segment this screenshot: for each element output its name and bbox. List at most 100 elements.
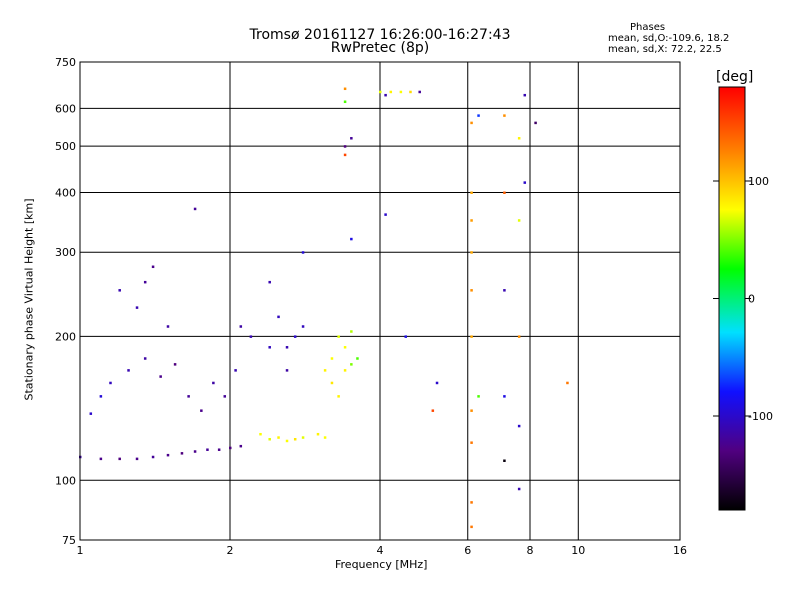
x-tick-label: 4 [377,544,384,557]
data-point [239,325,243,328]
data-point [517,487,521,491]
data-point [418,90,421,94]
colorbar-ticks: 100 0 -100 [713,175,773,423]
data-point [135,457,139,461]
data-point [356,357,359,360]
data-point [470,289,473,292]
chart-title: Tromsø 20161127 16:26:00-16:27:43 [249,27,511,43]
data-point [127,369,130,372]
data-point [409,90,412,94]
data-point [223,395,227,398]
data-point [316,432,320,436]
data-point [470,409,473,412]
data-point [477,395,480,398]
data-point [285,369,289,372]
data-point [239,444,243,448]
y-tick-label: 200 [55,330,76,343]
data-point [503,191,506,194]
data-points [79,87,569,529]
data-point [470,501,473,504]
data-point [470,219,473,222]
data-point [404,335,407,338]
data-point [470,121,473,125]
data-point [350,137,353,140]
data-point [159,375,162,378]
data-point [343,153,347,157]
data-point [517,335,521,338]
data-point [268,437,271,441]
colorbar-tick-label: 0 [748,293,755,306]
data-point [337,335,340,338]
data-point [343,145,347,148]
data-point [503,289,506,292]
data-point [268,280,271,284]
y-tick-label: 750 [55,56,76,69]
data-point [523,181,527,184]
data-point [217,448,221,451]
colorbar-tick-label: -100 [748,410,773,423]
data-point [285,439,289,443]
data-point [109,381,112,385]
y-tick-label: 300 [55,246,76,259]
data-point [470,525,473,529]
data-point [293,437,297,441]
x-tick-label: 16 [673,544,687,557]
colorbar [719,87,745,510]
colorbar-tick-label: 100 [748,175,769,188]
data-point [470,335,473,338]
data-point [343,87,347,91]
data-point [517,137,521,140]
data-point [99,457,103,461]
info-line-o: mean, sd,O:-109.6, 18.2 [608,33,730,44]
data-point [193,207,197,211]
data-point [143,280,147,284]
data-point [523,93,527,97]
data-point [249,335,253,338]
chart-subtitle: RwPretec (8p) [330,40,430,56]
x-tick-label: 1 [77,544,84,557]
info-heading: Phases [630,22,666,33]
grid [80,62,680,540]
data-point [166,453,170,457]
data-point [166,325,170,328]
x-tick-label: 10 [571,544,585,557]
data-point [118,289,121,292]
x-tick-label: 2 [227,544,234,557]
data-point [187,395,190,398]
data-point [151,455,155,459]
data-point [301,436,305,439]
data-point [206,448,209,451]
data-point [293,335,297,338]
data-point [517,219,521,222]
data-point [470,441,473,444]
data-point [477,114,480,117]
data-point [343,100,347,104]
data-point [301,325,305,328]
data-point [517,424,521,428]
data-point [470,251,473,254]
y-tick-label: 75 [62,534,76,547]
data-point [151,265,155,269]
data-point [330,357,334,360]
data-point [118,457,121,461]
colorbar-label: [deg] [716,69,754,85]
data-point [193,450,197,453]
data-point [343,369,347,372]
data-point [431,409,435,412]
data-point [285,346,289,349]
data-point [135,306,139,309]
info-line-x: mean, sd,X: 72.2, 22.5 [608,44,722,55]
y-tick-label: 100 [55,474,76,487]
data-point [350,330,353,333]
y-tick-label: 600 [55,102,76,115]
data-point [566,381,569,385]
y-tick-label: 500 [55,140,76,153]
data-point [330,381,334,385]
y-axis-label: Stationary phase Virtual Height [km] [22,198,36,401]
data-point [350,363,353,366]
data-point [503,395,506,398]
data-point [301,251,305,254]
data-point [435,381,439,385]
data-point [350,237,353,241]
